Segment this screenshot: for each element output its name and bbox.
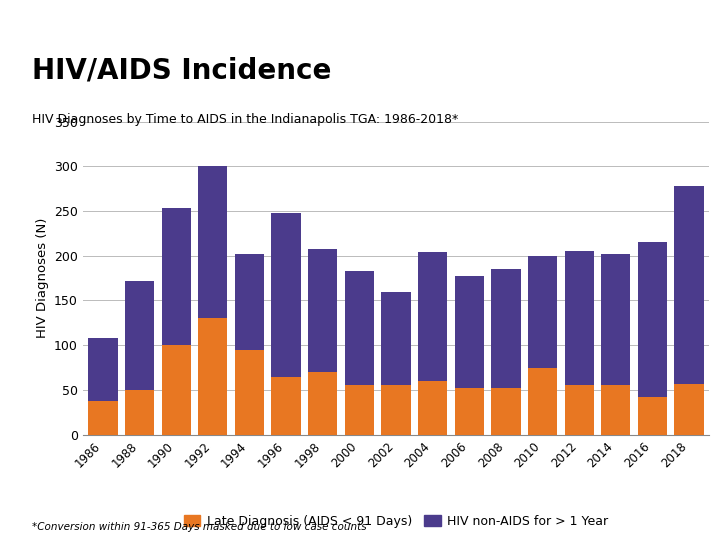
Bar [601,386,631,435]
Bar [528,368,557,435]
Bar [564,386,594,435]
Bar [235,254,264,350]
Bar [675,384,703,435]
Bar [418,381,447,435]
Bar [89,401,117,435]
Bar [601,254,631,386]
Bar [345,386,374,435]
Bar [528,256,557,368]
Bar [675,186,703,384]
Bar [345,271,374,386]
Bar [271,376,301,435]
Bar [564,251,594,386]
Bar [161,345,191,435]
Bar [235,350,264,435]
Bar [638,242,667,397]
Bar [198,319,228,435]
Text: HIV Diagnoses by Time to AIDS in the Indianapolis TGA: 1986-2018*: HIV Diagnoses by Time to AIDS in the Ind… [32,113,459,126]
Text: HIV/AIDS Incidence: HIV/AIDS Incidence [32,57,332,85]
Bar [638,397,667,435]
Bar [125,281,154,390]
Bar [308,372,338,435]
Bar [89,338,117,401]
Bar [382,384,410,435]
Bar [382,292,410,384]
Bar [491,388,521,435]
Bar [491,269,521,388]
Bar [271,213,301,376]
Text: *Conversion within 91-365 Days masked due to low case counts: *Conversion within 91-365 Days masked du… [32,522,367,532]
Bar [161,208,191,345]
Bar [308,249,338,372]
Bar [198,166,228,319]
Bar [454,388,484,435]
Y-axis label: HIV Diagnoses (N): HIV Diagnoses (N) [35,218,48,338]
Bar [125,390,154,435]
Legend: Late Diagnosis (AIDS < 91 Days), HIV non-AIDS for > 1 Year: Late Diagnosis (AIDS < 91 Days), HIV non… [179,510,613,533]
Bar [418,252,447,381]
Bar [454,276,484,388]
